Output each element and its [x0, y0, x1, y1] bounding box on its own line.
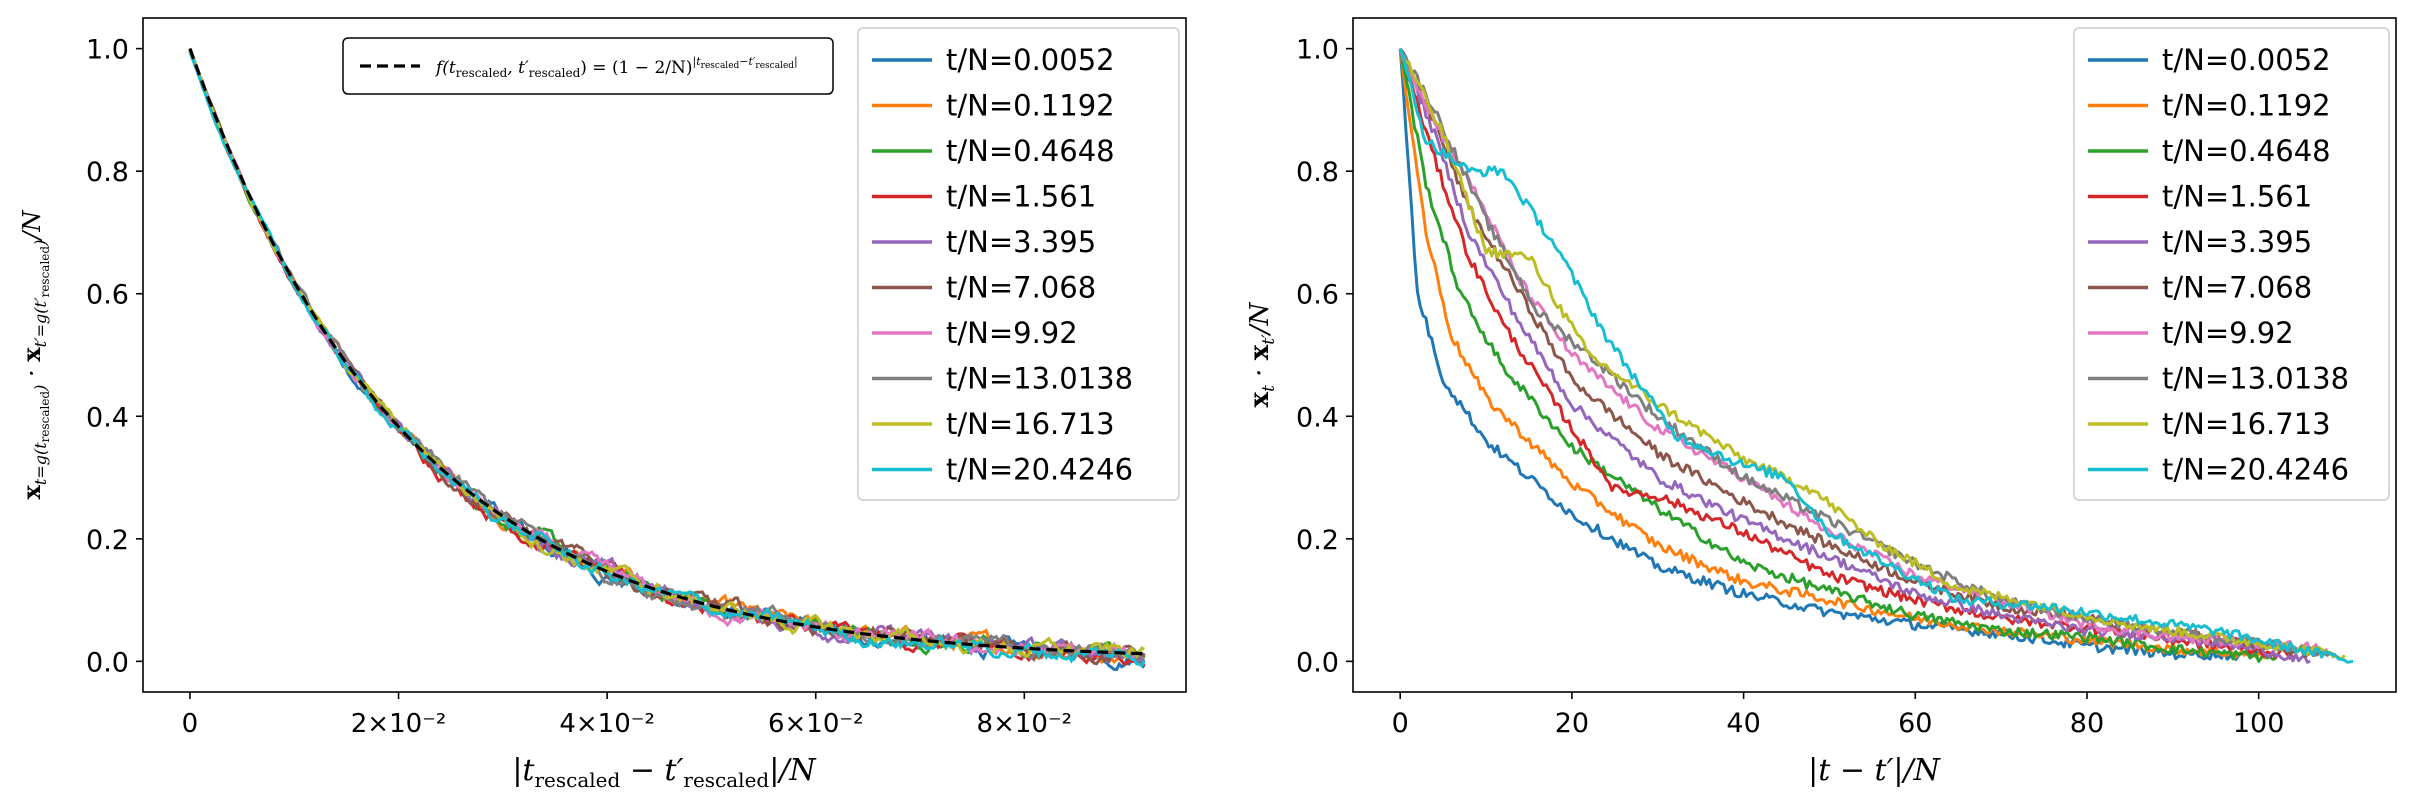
- x-tick-label: 4×10⁻²: [559, 709, 655, 739]
- right-x-tick-labels: 0 20 40 60 80 100: [1392, 708, 2285, 739]
- right-x-axis-label: |t − t′|/N: [1808, 753, 1941, 788]
- series-line: [1398, 48, 2346, 661]
- x-tick-label: 60: [1898, 708, 1932, 739]
- legend-label: t/N=9.92: [2162, 316, 2294, 350]
- left-series-lines: [188, 48, 1146, 672]
- series-line: [1398, 48, 2295, 660]
- left-reference-legend: f(trescaled, t′rescaled) = (1 − 2/N)|tre…: [342, 37, 834, 95]
- series-line: [1398, 48, 2260, 661]
- series-line: [1398, 47, 2354, 664]
- left-axis-ticks: [136, 47, 1026, 699]
- legend-label: t/N=20.4246: [946, 453, 1133, 487]
- x-tick-label: 40: [1726, 708, 1760, 739]
- x-tick-label: 100: [2233, 708, 2285, 739]
- y-tick-label: 0.0: [86, 647, 129, 678]
- y-tick-label: 0.2: [1296, 525, 1339, 556]
- legend-label: t/N=9.92: [946, 316, 1078, 350]
- x-tick-label: 80: [2070, 708, 2104, 739]
- left-y-axis-label: xt=g(trescaled) · xt′=g(t′rescaled)/N: [17, 210, 52, 500]
- y-tick-label: 0.8: [86, 157, 129, 188]
- x-tick-label: 2×10⁻²: [351, 709, 447, 739]
- legend-label: t/N=16.713: [2162, 407, 2331, 441]
- y-tick-label: 1.0: [86, 35, 129, 66]
- legend-label: t/N=0.4648: [946, 134, 1115, 168]
- left-y-tick-labels: 0.0 0.2 0.4 0.6 0.8 1.0: [86, 35, 129, 679]
- y-tick-label: 0.4: [1296, 402, 1339, 433]
- x-tick-label: 20: [1555, 708, 1589, 739]
- legend-label: t/N=13.0138: [946, 362, 1133, 396]
- right-chart-panel: 0.0 0.2 0.4 0.6 0.8 1.0 0 20 40 60 80 100 t/N=0.00…: [1245, 17, 2397, 788]
- legend-label: t/N=16.713: [946, 407, 1115, 441]
- legend-label: t/N=3.395: [2162, 225, 2312, 259]
- x-tick-label: 6×10⁻²: [768, 709, 864, 739]
- left-chart-panel: 0.0 0.2 0.4 0.6 0.8 1.0 0 2×10⁻² 4×10⁻² 6×10⁻² 8×…: [17, 17, 1187, 792]
- legend-label: t/N=1.561: [946, 180, 1096, 214]
- x-tick-label: 0: [1392, 708, 1409, 739]
- legend-label: t/N=0.1192: [2162, 89, 2331, 123]
- right-series-legend: t/N=0.0052 t/N=0.1192 t/N=0.4648 t/N=1.561 t…: [2073, 27, 2390, 501]
- left-x-axis-label: |trescaled − t′rescaled|/N: [512, 753, 817, 792]
- y-tick-label: 0.2: [86, 525, 129, 556]
- right-y-axis-label: xt · xt′/N: [1245, 301, 1279, 407]
- legend-label: t/N=0.1192: [946, 89, 1115, 123]
- legend-label: t/N=7.068: [946, 271, 1096, 305]
- y-tick-label: 1.0: [1296, 35, 1339, 66]
- left-plot-frame: [142, 17, 1187, 693]
- x-tick-label: 8×10⁻²: [977, 709, 1073, 739]
- legend-label: t/N=3.395: [946, 225, 1096, 259]
- y-tick-label: 0.6: [86, 280, 129, 311]
- right-axis-ticks: [1346, 47, 2260, 699]
- legend-label: t/N=0.0052: [2162, 43, 2331, 77]
- y-tick-label: 0.4: [86, 402, 129, 433]
- series-line: [1398, 48, 2277, 663]
- right-series-lines: [1398, 47, 2354, 664]
- legend-label: t/N=1.561: [2162, 180, 2312, 214]
- legend-label: t/N=13.0138: [2162, 362, 2349, 396]
- right-plot-frame: [1352, 17, 2397, 693]
- y-tick-label: 0.6: [1296, 280, 1339, 311]
- y-tick-label: 0.0: [1296, 647, 1339, 678]
- left-reference-curve: [188, 48, 1145, 656]
- x-tick-label: 0: [182, 709, 199, 739]
- y-tick-label: 0.8: [1296, 157, 1339, 188]
- legend-label: t/N=0.0052: [946, 43, 1115, 77]
- legend-label: t/N=20.4246: [2162, 453, 2349, 487]
- left-series-legend: t/N=0.0052 t/N=0.1192 t/N=0.4648 t/N=1.561 t…: [857, 27, 1180, 501]
- legend-label: t/N=7.068: [2162, 271, 2312, 305]
- legend-label: t/N=0.4648: [2162, 134, 2331, 168]
- right-y-tick-labels: 0.0 0.2 0.4 0.6 0.8 1.0: [1296, 35, 1339, 679]
- left-x-tick-labels: 0 2×10⁻² 4×10⁻² 6×10⁻² 8×10⁻²: [182, 709, 1072, 739]
